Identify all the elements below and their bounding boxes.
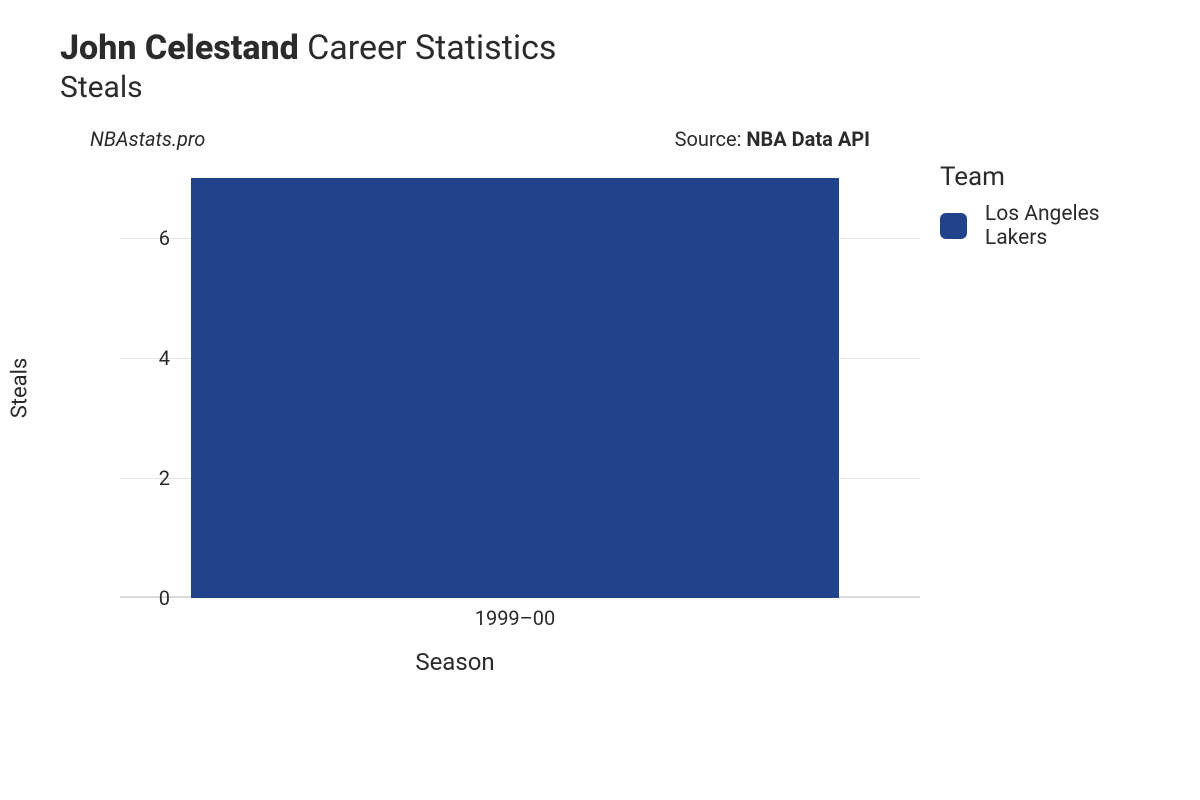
- site-name: NBAstats.pro: [90, 127, 205, 151]
- y-tick-label: 4: [130, 346, 170, 370]
- x-axis-title: Season: [415, 648, 494, 676]
- source-name: NBA Data API: [746, 127, 870, 151]
- x-tick-label: 1999–00: [475, 606, 556, 630]
- chart-subtitle: Steals: [60, 70, 1160, 105]
- legend-label: Los Angeles Lakers: [985, 202, 1160, 250]
- plot-area: 0246: [120, 178, 910, 598]
- source-prefix: Source:: [675, 127, 747, 151]
- player-name: John Celestand: [60, 28, 299, 68]
- y-tick-label: 6: [130, 226, 170, 250]
- chart-title: John Celestand Career Statistics: [60, 28, 1160, 68]
- legend-item: Los Angeles Lakers: [940, 202, 1160, 250]
- meta-row: NBAstats.pro Source: NBA Data API: [90, 127, 870, 151]
- legend-swatch: [940, 213, 967, 239]
- legend: Team Los Angeles Lakers: [940, 162, 1160, 250]
- y-tick-label: 2: [130, 466, 170, 490]
- y-axis-title: Steals: [8, 358, 33, 419]
- page-root: John Celestand Career Statistics Steals …: [0, 0, 1200, 800]
- bar: [191, 178, 839, 598]
- source-label: Source: NBA Data API: [675, 127, 870, 151]
- legend-title: Team: [940, 162, 1160, 192]
- y-tick-label: 0: [130, 586, 170, 610]
- title-suffix: Career Statistics: [307, 28, 556, 68]
- chart-container: Steals 0246 Season Team Los Angeles Lake…: [60, 178, 1160, 738]
